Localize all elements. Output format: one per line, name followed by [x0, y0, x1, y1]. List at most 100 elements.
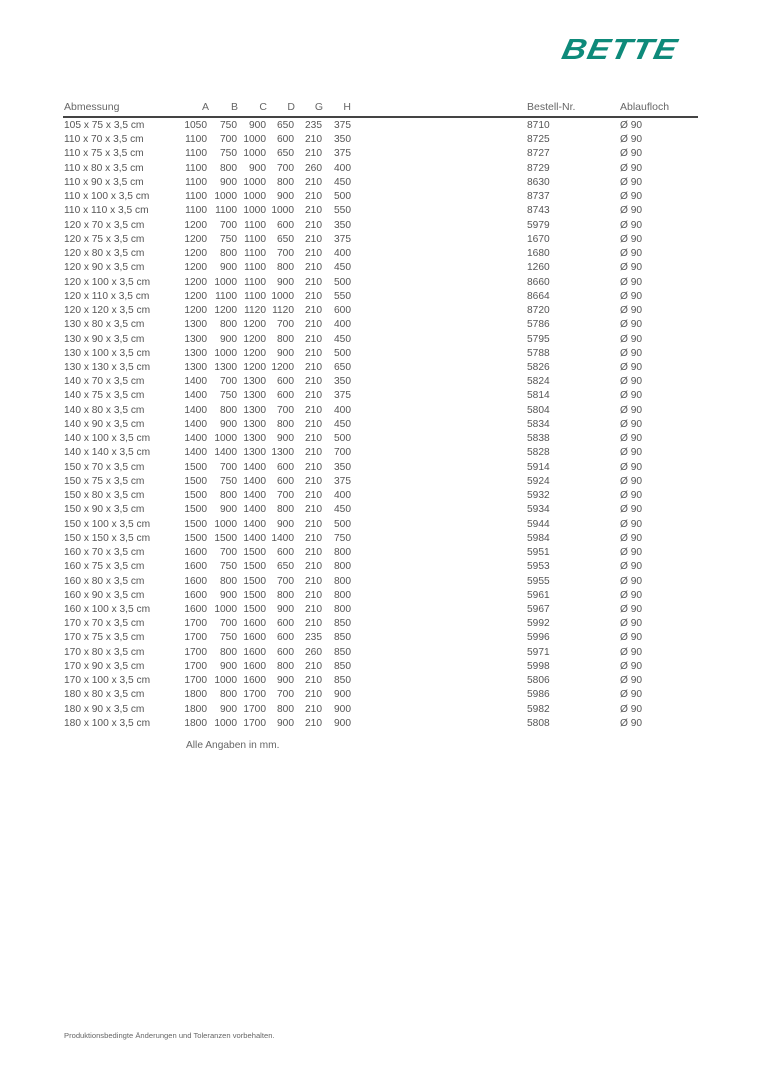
cell-a: 1600 — [184, 561, 207, 573]
cell-drain: Ø 90 — [620, 475, 643, 487]
cell-g: 210 — [305, 490, 322, 502]
table-header: Abmessung A B C D G H Bestell-Nr. Ablauf… — [0, 101, 770, 115]
cell-a: 1300 — [184, 347, 207, 359]
cell-drain: Ø 90 — [620, 490, 643, 502]
cell-b: 800 — [220, 319, 237, 331]
cell-d: 1000 — [271, 205, 294, 217]
cell-order-no: 5996 — [527, 632, 550, 644]
cell-d: 900 — [277, 347, 294, 359]
table-row: 130 x 90 x 3,5 cm 1300 900 1200 800 210 450 579… — [0, 333, 770, 347]
cell-d: 800 — [277, 504, 294, 516]
cell-g: 210 — [305, 205, 322, 217]
cell-dimension: 180 x 90 x 3,5 cm — [64, 703, 145, 715]
cell-dimension: 130 x 100 x 3,5 cm — [64, 347, 151, 359]
cell-dimension: 140 x 90 x 3,5 cm — [64, 418, 145, 430]
cell-a: 1800 — [184, 703, 207, 715]
cell-d: 700 — [277, 404, 294, 416]
cell-h: 850 — [334, 632, 351, 644]
cell-a: 1200 — [184, 305, 207, 317]
cell-g: 210 — [305, 689, 322, 701]
cell-a: 1800 — [184, 717, 207, 729]
cell-a: 1800 — [184, 689, 207, 701]
cell-dimension: 140 x 80 x 3,5 cm — [64, 404, 145, 416]
cell-h: 550 — [334, 205, 351, 217]
table-row: 110 x 75 x 3,5 cm 1100 750 1000 650 210 375 872… — [0, 147, 770, 161]
cell-c: 1100 — [244, 276, 266, 288]
cell-drain: Ø 90 — [620, 561, 643, 573]
cell-c: 1000 — [243, 148, 266, 160]
cell-b: 1100 — [215, 290, 237, 302]
cell-order-no: 1680 — [527, 248, 550, 260]
cell-h: 500 — [334, 191, 351, 203]
cell-c: 1700 — [243, 703, 266, 715]
table-row: 170 x 80 x 3,5 cm 1700 800 1600 600 260 850 597… — [0, 646, 770, 660]
cell-b: 900 — [220, 176, 237, 188]
cell-b: 1000 — [214, 717, 237, 729]
table-row: 130 x 100 x 3,5 cm 1300 1000 1200 900 210 500 5… — [0, 347, 770, 361]
cell-drain: Ø 90 — [620, 675, 643, 687]
cell-c: 1000 — [243, 191, 266, 203]
table-row: 170 x 70 x 3,5 cm 1700 700 1600 600 210 850 599… — [0, 617, 770, 631]
cell-drain: Ø 90 — [620, 717, 643, 729]
table-row: 110 x 70 x 3,5 cm 1100 700 1000 600 210 350 872… — [0, 133, 770, 147]
cell-order-no: 8737 — [527, 191, 550, 203]
cell-drain: Ø 90 — [620, 418, 643, 430]
cell-order-no: 5953 — [527, 561, 550, 573]
cell-c: 1300 — [243, 447, 266, 459]
cell-drain: Ø 90 — [620, 689, 643, 701]
cell-dimension: 150 x 90 x 3,5 cm — [64, 504, 145, 516]
cell-d: 800 — [277, 333, 294, 345]
cell-h: 850 — [334, 675, 351, 687]
header-c: C — [259, 101, 267, 113]
cell-d: 600 — [277, 219, 294, 231]
cell-b: 750 — [220, 475, 237, 487]
table-row: 120 x 110 x 3,5 cm 1200 1100 1100 1000 210 550… — [0, 290, 770, 304]
cell-b: 700 — [220, 219, 237, 231]
cell-a: 1200 — [184, 262, 207, 274]
cell-b: 800 — [220, 404, 237, 416]
table-row: 120 x 120 x 3,5 cm 1200 1200 1120 1120 210 600… — [0, 304, 770, 318]
cell-c: 1200 — [243, 361, 266, 373]
table-row: 150 x 100 x 3,5 cm 1500 1000 1400 900 210 500 5… — [0, 518, 770, 532]
table-row: 160 x 90 x 3,5 cm 1600 900 1500 800 210 800 596… — [0, 589, 770, 603]
cell-h: 800 — [334, 575, 351, 587]
table-row: 120 x 90 x 3,5 cm 1200 900 1100 800 210 450 126… — [0, 261, 770, 275]
cell-drain: Ø 90 — [620, 447, 643, 459]
cell-b: 800 — [220, 575, 237, 587]
cell-a: 1600 — [184, 603, 207, 615]
cell-order-no: 8725 — [527, 134, 550, 146]
cell-dimension: 140 x 140 x 3,5 cm — [64, 447, 151, 459]
cell-drain: Ø 90 — [620, 176, 643, 188]
table-row: 160 x 80 x 3,5 cm 1600 800 1500 700 210 800 595… — [0, 575, 770, 589]
cell-c: 1500 — [243, 589, 266, 601]
table-row: 160 x 100 x 3,5 cm 1600 1000 1500 900 210 800 5… — [0, 603, 770, 617]
cell-b: 1000 — [214, 433, 237, 445]
cell-order-no: 5934 — [527, 504, 550, 516]
table-row: 150 x 80 x 3,5 cm 1500 800 1400 700 210 400 593… — [0, 489, 770, 503]
cell-c: 1400 — [243, 461, 266, 473]
cell-g: 210 — [305, 390, 322, 402]
cell-d: 600 — [277, 390, 294, 402]
cell-c: 1100 — [244, 248, 266, 260]
table-row: 110 x 90 x 3,5 cm 1100 900 1000 800 210 450 863… — [0, 176, 770, 190]
cell-h: 450 — [334, 418, 351, 430]
cell-order-no: 5826 — [527, 361, 550, 373]
table-row: 170 x 75 x 3,5 cm 1700 750 1600 600 235 850 599… — [0, 631, 770, 645]
header-d: D — [287, 101, 295, 113]
cell-a: 1200 — [184, 276, 207, 288]
cell-a: 1500 — [184, 518, 207, 530]
table-row: 180 x 80 x 3,5 cm 1800 800 1700 700 210 900 598… — [0, 688, 770, 702]
cell-order-no: 5838 — [527, 433, 550, 445]
table-row: 180 x 90 x 3,5 cm 1800 900 1700 800 210 900 598… — [0, 703, 770, 717]
table-row: 140 x 70 x 3,5 cm 1400 700 1300 600 210 350 582… — [0, 375, 770, 389]
cell-a: 1100 — [185, 205, 207, 217]
cell-d: 650 — [277, 148, 294, 160]
cell-dimension: 170 x 90 x 3,5 cm — [64, 660, 145, 672]
cell-a: 1400 — [184, 433, 207, 445]
cell-d: 650 — [277, 233, 294, 245]
cell-d: 1400 — [271, 532, 294, 544]
cell-b: 1100 — [215, 205, 237, 217]
cell-a: 1300 — [184, 361, 207, 373]
cell-c: 1300 — [243, 404, 266, 416]
cell-g: 210 — [305, 675, 322, 687]
